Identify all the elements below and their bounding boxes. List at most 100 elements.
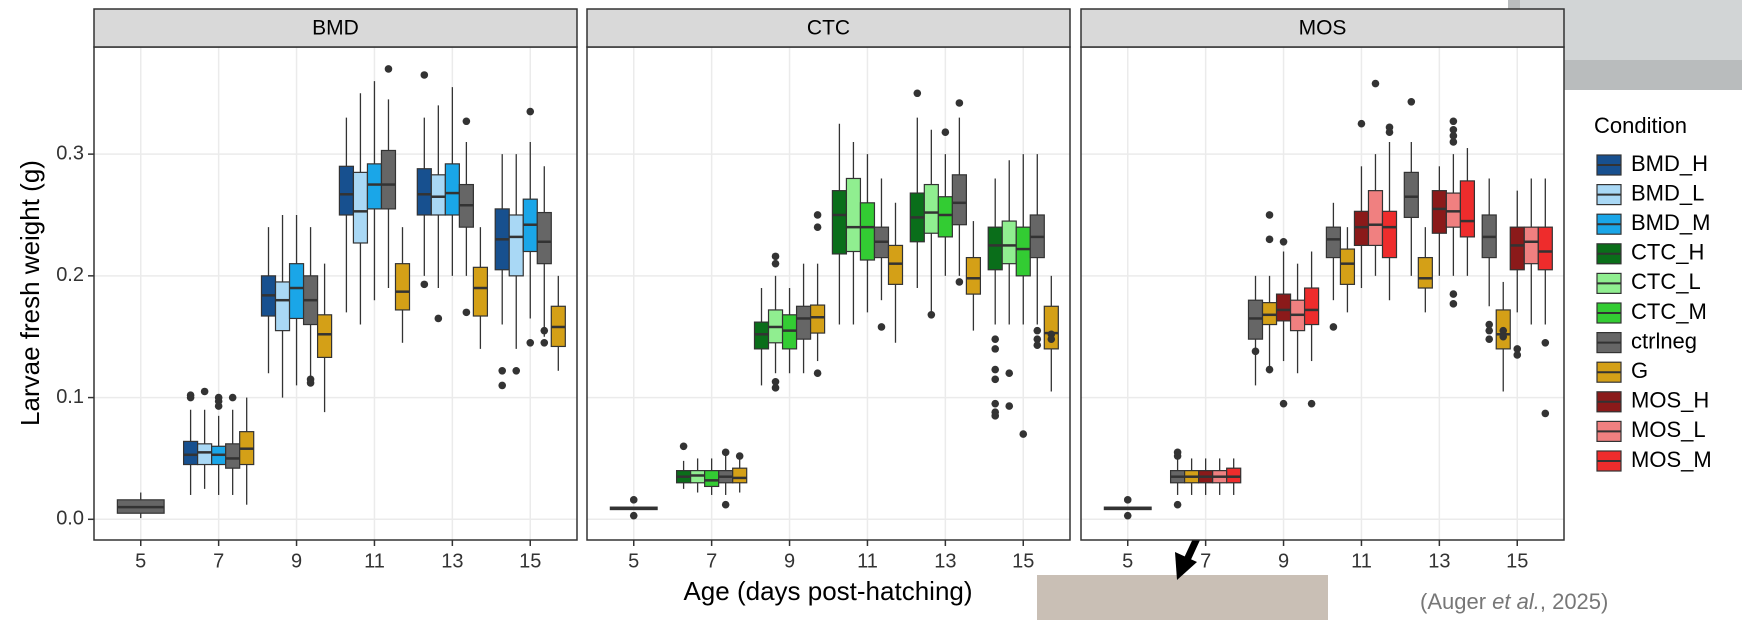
box	[380, 149, 397, 210]
legend-entry: BMD_H	[1596, 151, 1708, 176]
box	[965, 256, 982, 295]
box	[394, 263, 411, 311]
outlier	[1449, 132, 1458, 140]
outlier	[1005, 369, 1014, 378]
panel	[94, 47, 577, 540]
outlier	[462, 308, 471, 317]
legend-label: CTC_L	[1631, 269, 1701, 294]
outlier	[200, 387, 209, 396]
box	[923, 183, 939, 234]
outlier	[991, 335, 1000, 343]
outlier	[1123, 496, 1132, 504]
outlier	[1251, 347, 1260, 356]
box	[1381, 210, 1398, 259]
outlier	[526, 339, 535, 347]
outlier	[1541, 409, 1550, 418]
y-tick-label: 0.1	[56, 386, 84, 408]
legend-label: BMD_L	[1631, 180, 1704, 205]
outlier	[771, 377, 780, 386]
box	[416, 168, 432, 216]
legend-entry: MOS_M	[1596, 447, 1712, 472]
outlier	[540, 339, 549, 347]
arrow-head	[1175, 552, 1197, 580]
x-tick-label: 5	[135, 550, 146, 572]
box	[225, 443, 241, 469]
y-tick-label: 0.3	[56, 142, 84, 164]
box	[1523, 226, 1539, 265]
outlier	[721, 448, 730, 457]
legend-entry: CTC_L	[1596, 269, 1701, 294]
outlier	[1407, 97, 1416, 106]
x-tick-label: 15	[519, 550, 541, 572]
legend-label: BMD_H	[1631, 151, 1708, 176]
citation: (Auger et al., 2025)	[1420, 589, 1608, 614]
y-tick-label: 0.2	[56, 264, 84, 286]
outlier	[1033, 341, 1042, 350]
outlier	[913, 89, 922, 98]
outlier	[1033, 335, 1042, 343]
outlier	[306, 379, 315, 387]
outlier	[526, 107, 535, 116]
outlier	[927, 311, 936, 319]
outlier	[629, 511, 638, 520]
outlier	[813, 211, 822, 219]
citation-italic: et al.	[1492, 589, 1540, 614]
legend-label: MOS_M	[1631, 447, 1712, 472]
box	[845, 177, 862, 253]
box	[288, 263, 305, 320]
outlier	[512, 366, 521, 375]
box	[536, 211, 552, 265]
box	[937, 196, 953, 238]
strip	[93, 8, 578, 48]
outlier	[771, 252, 780, 261]
legend-label: CTC_H	[1631, 240, 1704, 265]
box	[809, 304, 826, 334]
legend-entry: MOS_L	[1596, 417, 1706, 442]
legend-label: CTC_M	[1631, 299, 1707, 324]
x-tick-label: 7	[1200, 550, 1211, 572]
outlier	[1173, 500, 1182, 509]
box	[430, 174, 446, 216]
strip	[1080, 8, 1565, 48]
outlier	[1485, 320, 1494, 329]
box	[951, 174, 967, 226]
outlier	[771, 384, 780, 392]
legend-title: Condition	[1594, 113, 1687, 138]
box	[197, 443, 213, 466]
panel	[587, 47, 1070, 540]
outlier	[1499, 332, 1508, 341]
x-tick-label: 9	[291, 550, 302, 572]
legend-entry: CTC_H	[1596, 240, 1704, 265]
outlier	[420, 71, 429, 79]
box	[472, 266, 489, 317]
outlier	[813, 223, 822, 231]
outlier	[1307, 399, 1316, 408]
outlier	[1513, 351, 1522, 359]
outlier	[384, 65, 393, 73]
strip-label: CTC	[807, 17, 850, 40]
legend-label: ctrlneg	[1631, 328, 1697, 353]
x-tick-label: 11	[857, 550, 878, 572]
strip	[586, 8, 1071, 48]
strip-label: MOS	[1299, 17, 1347, 40]
outlier	[434, 314, 443, 323]
outlier	[540, 326, 549, 335]
box	[338, 165, 355, 216]
outlier	[214, 402, 223, 410]
box	[1509, 226, 1525, 271]
outlier	[1499, 326, 1508, 335]
outlier	[991, 399, 1000, 408]
x-tick-label: 9	[1278, 550, 1289, 572]
x-tick-label: 7	[706, 550, 717, 572]
outlier	[941, 128, 950, 137]
outlier	[1279, 399, 1288, 408]
outlier	[1005, 402, 1014, 410]
outlier	[1513, 345, 1522, 353]
box	[316, 314, 333, 359]
outlier	[991, 412, 1000, 420]
box	[1367, 190, 1384, 247]
outlier	[1033, 326, 1042, 335]
legend-label: BMD_M	[1631, 210, 1710, 235]
outlier	[629, 496, 638, 504]
